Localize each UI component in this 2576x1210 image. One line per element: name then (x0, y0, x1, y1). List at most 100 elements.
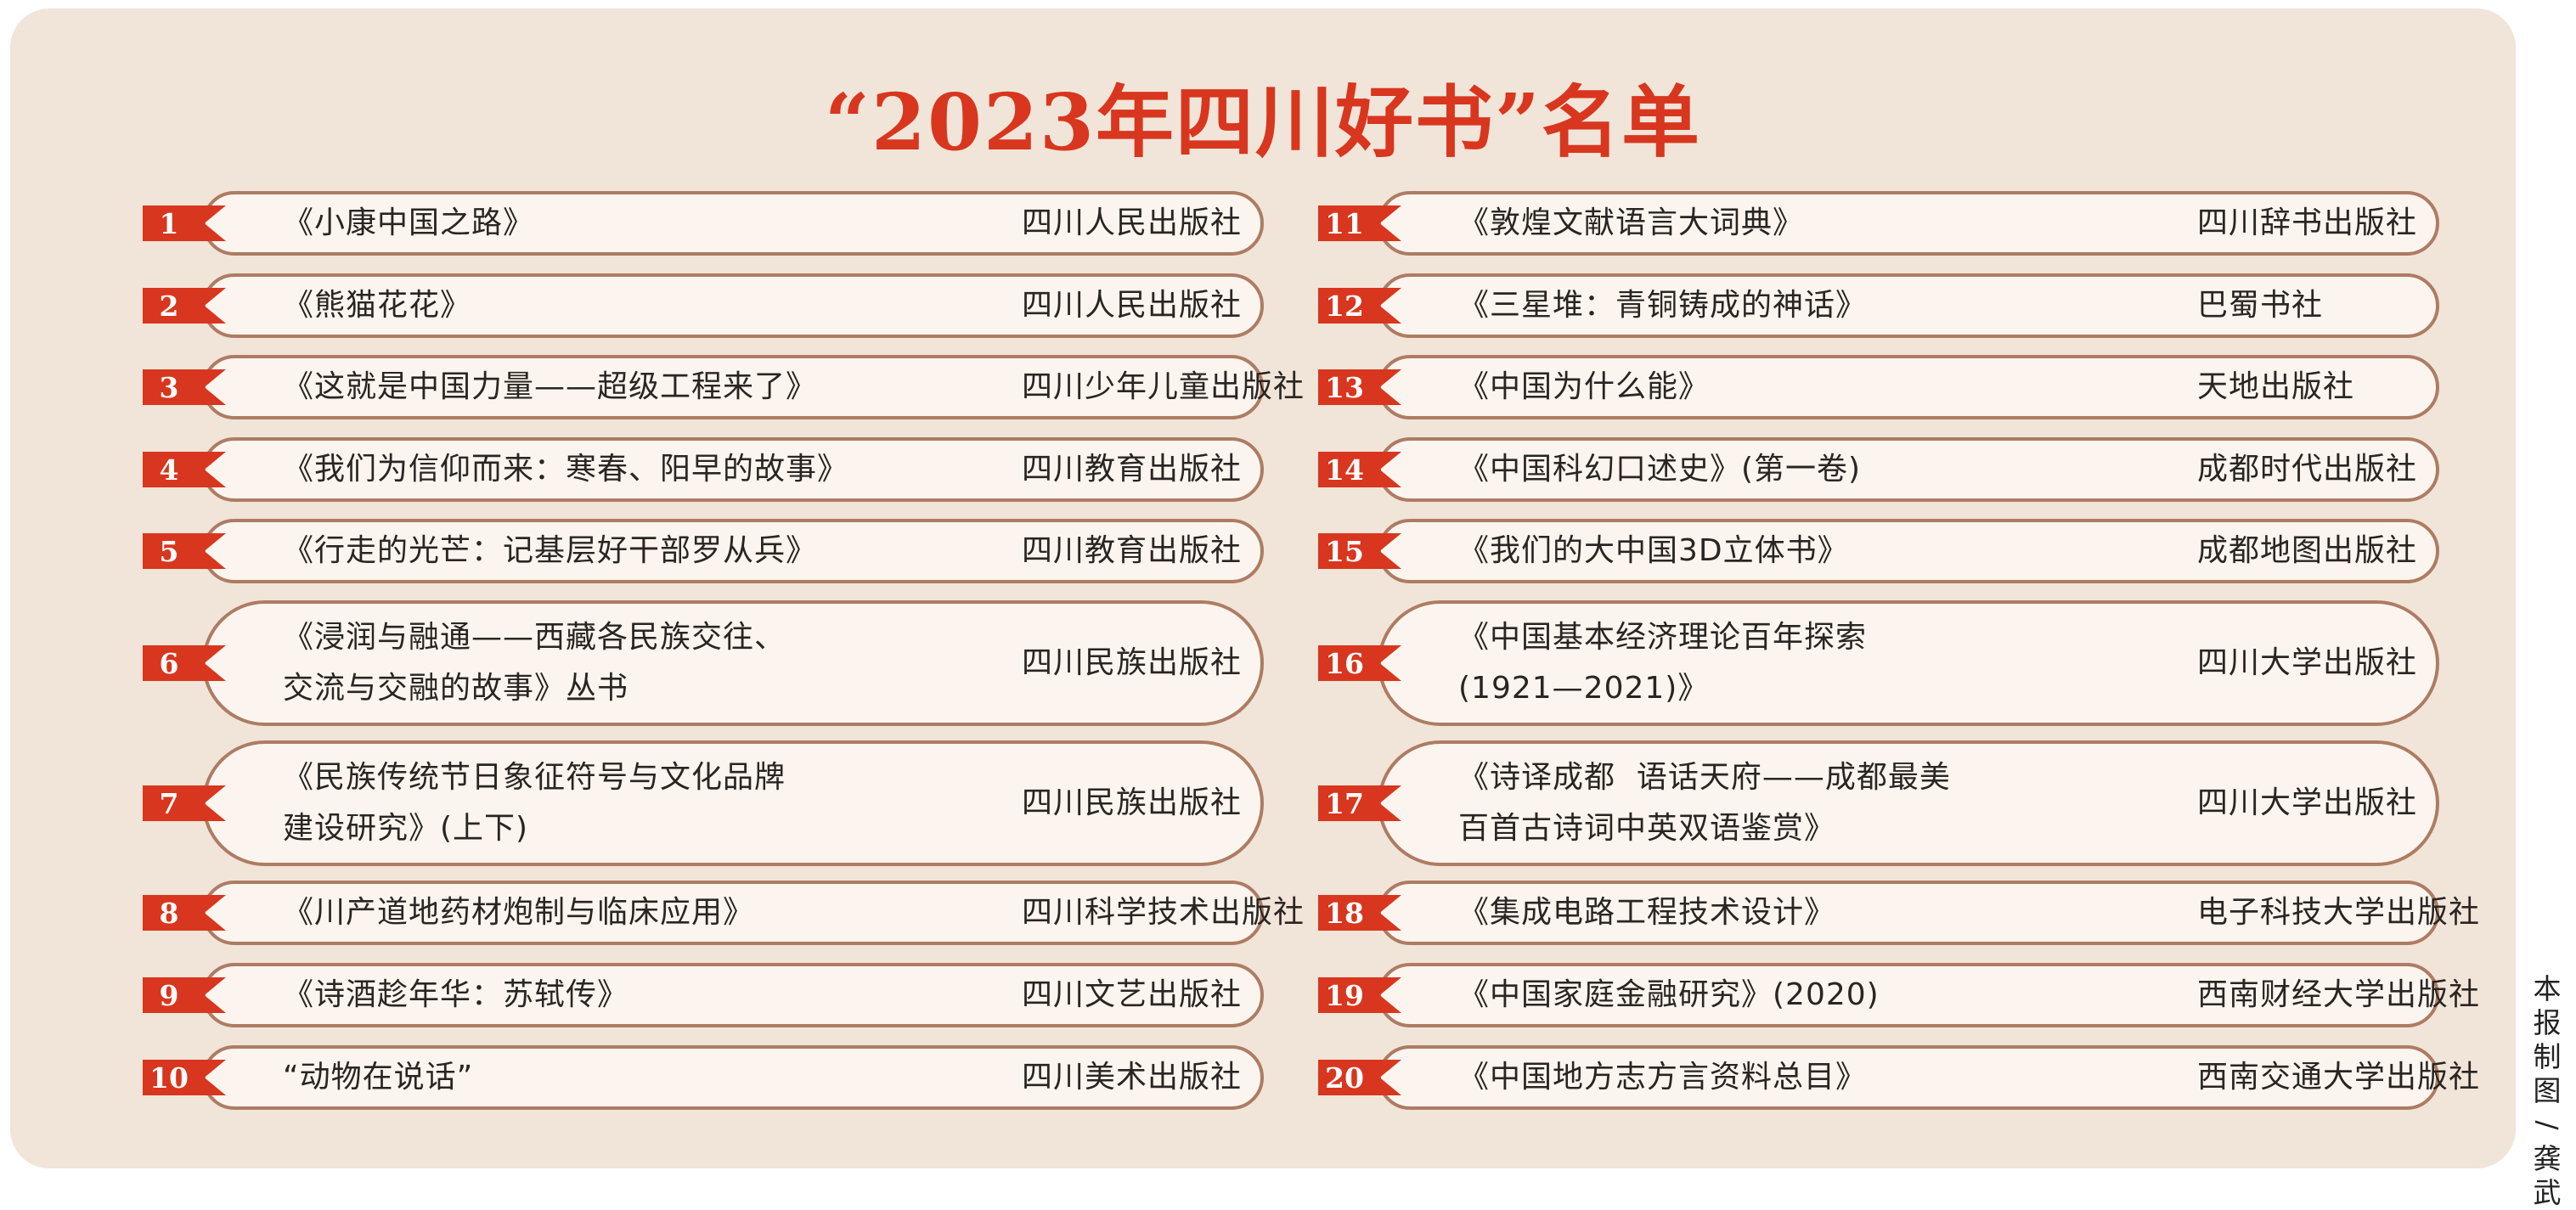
book-title: 《民族传统节日象征符号与文化品牌 建设研究》(上下) (283, 760, 786, 846)
book-title: 《浸润与融通——西藏各民族交往、 交流与交融的故事》丛书 (283, 620, 786, 706)
item-pill (202, 1045, 1264, 1110)
book-title: 《行走的光芒：记基层好干部罗从兵》 (283, 533, 818, 568)
list-item: 10 “动物在说话” 四川美术出版社 (143, 1045, 1264, 1110)
rank-ribbon: 8 (143, 895, 226, 931)
item-pill (202, 881, 1264, 945)
publisher-name: 西南交通大学出版社 (2197, 1060, 2481, 1095)
publisher-name: 四川人民出版社 (1022, 205, 1243, 240)
item-pill (1378, 355, 2439, 419)
item-pill (1378, 740, 2439, 866)
item-pill (1378, 191, 2439, 256)
list-item: 14 《中国科幻口述史》(第一卷) 成都时代出版社 (1318, 437, 2439, 502)
item-pill (202, 519, 1264, 583)
credit-char: 龚 (2533, 1142, 2562, 1175)
rank-number: 20 (1325, 1061, 1364, 1095)
book-title: 《我们为信仰而来：寒春、阳早的故事》 (283, 452, 849, 487)
publisher-name: 四川美术出版社 (1022, 1060, 1243, 1095)
list-item: 17 《诗译成都 语话天府——成都最美 百首古诗词中英双语鉴赏》 四川大学出版社 (1318, 740, 2439, 866)
rank-number: 4 (159, 453, 179, 487)
rank-number: 5 (159, 534, 179, 568)
list-item: 7 《民族传统节日象征符号与文化品牌 建设研究》(上下) 四川民族出版社 (143, 740, 1264, 866)
item-pill (1378, 273, 2439, 338)
rank-number: 19 (1325, 978, 1364, 1012)
rank-number: 2 (159, 289, 179, 323)
book-title: 《中国基本经济理论百年探索 (1921—2021)》 (1458, 620, 1868, 706)
publisher-name: 四川民族出版社 (1022, 645, 1243, 680)
item-pill (202, 355, 1264, 419)
publisher-name: 四川人民出版社 (1022, 288, 1243, 323)
item-pill (1378, 519, 2439, 583)
rank-number: 1 (159, 206, 179, 240)
item-pill (1378, 881, 2439, 945)
credit-char: 制 (2533, 1040, 2562, 1073)
list-item: 12 《三星堆：青铜铸成的神话》 巴蜀书社 (1318, 273, 2439, 338)
list-item: 6 《浸润与融通——西藏各民族交往、 交流与交融的故事》丛书 四川民族出版社 (143, 600, 1264, 726)
rank-ribbon: 16 (1318, 645, 1401, 681)
book-title: 《中国为什么能》 (1458, 369, 1711, 404)
rank-number: 12 (1325, 289, 1364, 323)
item-pill (202, 437, 1264, 502)
credit-char: 本 (2533, 972, 2562, 1005)
list-item: 4 《我们为信仰而来：寒春、阳早的故事》 四川教育出版社 (143, 437, 1264, 502)
book-title: 《我们的大中国3D立体书》 (1458, 533, 1849, 568)
list-item: 9 《诗酒趁年华：苏轼传》 四川文艺出版社 (143, 963, 1264, 1027)
rank-number: 14 (1325, 453, 1364, 487)
publisher-name: 四川文艺出版社 (1022, 977, 1243, 1012)
book-title: 《熊猫花花》 (283, 288, 472, 323)
list-item: 13 《中国为什么能》 天地出版社 (1318, 355, 2439, 419)
credit-char: 武 (2533, 1176, 2562, 1209)
list-panel: “2023年四川好书”名单 1 《小康中国之路》 四川人民出版社 2 《熊猫花花》 四川人… (10, 8, 2516, 1168)
rank-number: 7 (159, 786, 179, 820)
item-pill (1378, 437, 2439, 502)
publisher-name: 电子科技大学出版社 (2197, 895, 2481, 930)
rank-number: 18 (1325, 896, 1364, 930)
book-title: 《诗酒趁年华：苏轼传》 (283, 977, 629, 1012)
item-pill (202, 740, 1264, 866)
rank-number: 10 (149, 1061, 189, 1095)
list-item: 16 《中国基本经济理论百年探索 (1921—2021)》 四川大学出版社 (1318, 600, 2439, 726)
book-title: 《诗译成都 语话天府——成都最美 百首古诗词中英双语鉴赏》 (1458, 760, 1951, 846)
book-title: 《中国地方志方言资料总目》 (1458, 1060, 1868, 1095)
credit-char: / (2531, 1120, 2564, 1130)
credit-line: 本报制图 / 龚武 (2528, 972, 2567, 1210)
rank-ribbon: 9 (143, 977, 226, 1013)
publisher-name: 四川教育出版社 (1022, 533, 1243, 568)
publisher-name: 四川大学出版社 (2197, 645, 2418, 680)
item-pill (202, 963, 1264, 1027)
publisher-name: 四川民族出版社 (1022, 785, 1243, 820)
list-item: 8 《川产道地药材炮制与临床应用》 四川科学技术出版社 (143, 881, 1304, 945)
item-pill (202, 191, 1264, 256)
list-item: 19 《中国家庭金融研究》(2020) 西南财经大学出版社 (1318, 963, 2479, 1027)
list-item: 5 《行走的光芒：记基层好干部罗从兵》 四川教育出版社 (143, 519, 1264, 583)
publisher-name: 巴蜀书社 (2197, 288, 2324, 323)
list-item: 2 《熊猫花花》 四川人民出版社 (143, 273, 1264, 338)
book-title: 《中国家庭金融研究》(2020) (1458, 977, 1880, 1012)
rank-number: 11 (1325, 206, 1364, 240)
publisher-name: 天地出版社 (2197, 369, 2355, 404)
rank-number: 17 (1325, 786, 1364, 820)
publisher-name: 四川辞书出版社 (2197, 205, 2418, 240)
book-title: 《三星堆：青铜铸成的神话》 (1458, 288, 1868, 323)
book-title: 《川产道地药材炮制与临床应用》 (283, 895, 755, 930)
publisher-name: 成都地图出版社 (2197, 533, 2418, 568)
rank-number: 16 (1325, 646, 1364, 680)
right-column: 11 《敦煌文献语言大词典》 四川辞书出版社 12 《三星堆：青铜铸成的神话》 巴蜀书社 1… (10, 8, 2516, 1168)
rank-number: 13 (1325, 370, 1364, 404)
publisher-name: 四川教育出版社 (1022, 452, 1243, 487)
item-pill (202, 273, 1264, 338)
rank-number: 3 (159, 370, 179, 404)
publisher-name: 四川科学技术出版社 (1022, 895, 1305, 930)
list-item: 3 《这就是中国力量——超级工程来了》 四川少年儿童出版社 (143, 355, 1304, 419)
left-column: 1 《小康中国之路》 四川人民出版社 2 《熊猫花花》 四川人民出版社 3 《这就是中国力量—… (10, 8, 2516, 1168)
book-title: 《中国科幻口述史》(第一卷) (1458, 452, 1862, 487)
publisher-name: 西南财经大学出版社 (2197, 977, 2481, 1012)
list-item: 15 《我们的大中国3D立体书》 成都地图出版社 (1318, 519, 2439, 583)
book-title: 《敦煌文献语言大词典》 (1458, 205, 1805, 240)
publisher-name: 四川少年儿童出版社 (1022, 369, 1305, 404)
rank-number: 15 (1325, 534, 1364, 568)
book-title: 《集成电路工程技术设计》 (1458, 895, 1836, 930)
book-title: 《小康中国之路》 (283, 205, 535, 240)
credit-char: 报 (2533, 1006, 2562, 1039)
rank-ribbon: 13 (1318, 369, 1401, 405)
publisher-name: 四川大学出版社 (2197, 785, 2418, 820)
